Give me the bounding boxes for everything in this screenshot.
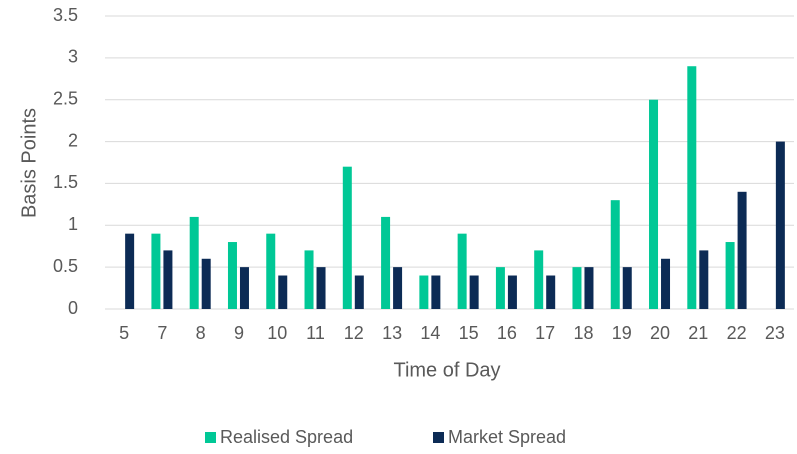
y-tick-label: 2: [68, 130, 78, 150]
x-tick-label: 5: [119, 323, 129, 343]
bar: [584, 267, 594, 309]
bar: [393, 267, 403, 309]
bar: [534, 250, 544, 309]
bar: [239, 267, 249, 309]
bar: [125, 233, 135, 309]
legend-swatch: [433, 432, 444, 443]
x-axis-label: Time of Day: [393, 359, 500, 381]
bar: [354, 275, 364, 309]
y-tick-label: 1: [68, 214, 78, 234]
legend-label: Realised Spread: [220, 427, 353, 447]
bar: [495, 267, 505, 309]
bar: [316, 267, 326, 309]
bar: [381, 216, 391, 309]
bar: [622, 267, 632, 309]
bar: [661, 258, 671, 309]
x-tick-label: 9: [234, 323, 244, 343]
bar: [419, 275, 429, 309]
bar: [687, 66, 697, 309]
x-tick-label: 8: [196, 323, 206, 343]
x-tick-label: 19: [612, 323, 632, 343]
y-tick-label: 3.5: [53, 5, 78, 25]
bar: [649, 99, 659, 309]
bar: [546, 275, 556, 309]
bar: [189, 216, 199, 309]
x-tick-label: 23: [765, 323, 785, 343]
bar: [572, 267, 582, 309]
bar: [610, 200, 620, 309]
bar: [775, 141, 785, 309]
x-tick-label: 10: [267, 323, 287, 343]
y-axis-label: Basis Points: [18, 108, 40, 218]
bar: [227, 242, 237, 309]
bar: [163, 250, 173, 309]
x-tick-label: 15: [459, 323, 479, 343]
bar: [507, 275, 517, 309]
legend-label: Market Spread: [448, 427, 566, 447]
x-tick-label: 20: [650, 323, 670, 343]
x-tick-label: 13: [382, 323, 402, 343]
bar: [457, 233, 467, 309]
y-tick-label: 3: [68, 47, 78, 67]
bar: [431, 275, 441, 309]
bar: [737, 191, 747, 309]
x-tick-label: 21: [688, 323, 708, 343]
y-tick-label: 1.5: [53, 172, 78, 192]
bar: [342, 166, 352, 309]
x-tick-label: 11: [306, 323, 325, 343]
bar: [266, 233, 276, 309]
y-tick-label: 0: [68, 298, 78, 318]
x-tick-label: 12: [344, 323, 364, 343]
bar: [304, 250, 314, 309]
legend-swatch: [205, 432, 216, 443]
x-tick-label: 16: [497, 323, 517, 343]
x-tick-label: 7: [157, 323, 167, 343]
bar: [469, 275, 479, 309]
y-tick-label: 0.5: [53, 256, 78, 276]
bar: [201, 258, 211, 309]
x-tick-label: 22: [727, 323, 747, 343]
x-tick-label: 17: [535, 323, 555, 343]
bar: [278, 275, 288, 309]
x-tick-label: 14: [420, 323, 440, 343]
bar: [699, 250, 709, 309]
y-tick-label: 2.5: [53, 88, 78, 108]
bar: [725, 242, 735, 309]
x-tick-label: 18: [573, 323, 593, 343]
bar: [151, 233, 161, 309]
